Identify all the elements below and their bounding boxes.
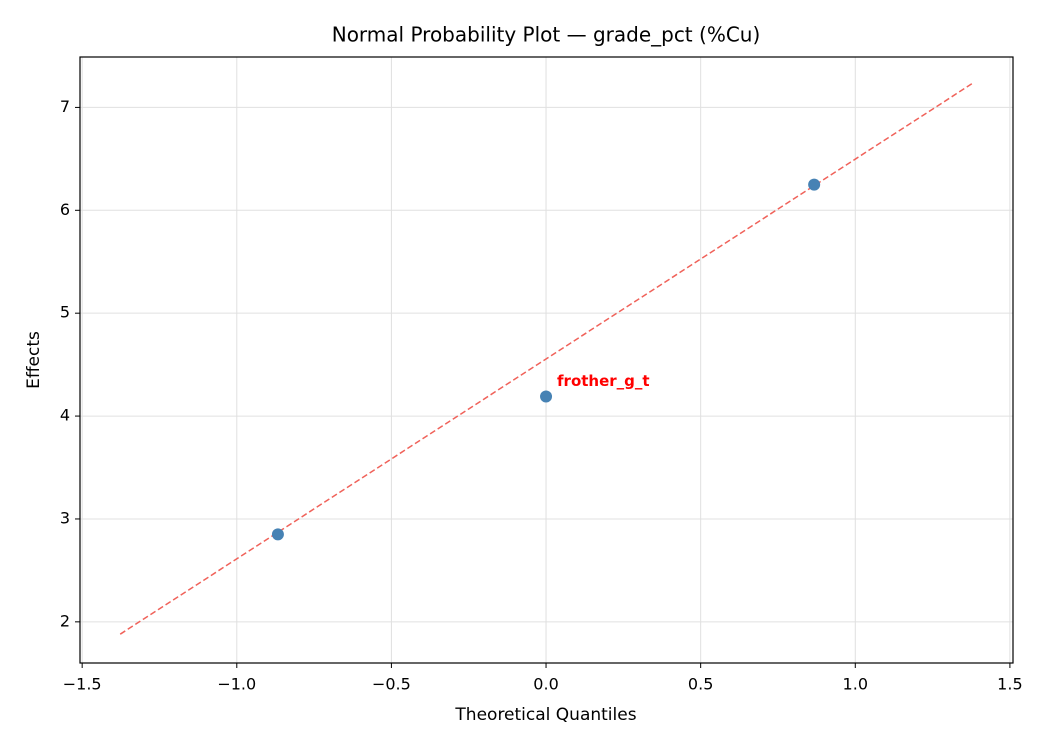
y-axis-label: Effects	[24, 331, 44, 389]
x-tick-label: −0.5	[372, 675, 411, 694]
data-point	[540, 390, 553, 403]
data-point	[808, 178, 821, 191]
y-tick-label: 7	[60, 97, 70, 116]
data-point	[271, 528, 284, 541]
annotation: frother_g_t	[557, 372, 650, 390]
y-tick-label: 4	[60, 406, 70, 425]
y-tick-label: 6	[60, 200, 70, 219]
x-axis-label: Theoretical Quantiles	[454, 705, 636, 725]
x-tick-label: 0.5	[688, 675, 713, 694]
y-tick-label: 5	[60, 303, 70, 322]
plot-frame	[79, 56, 1014, 664]
y-tick-label: 2	[60, 611, 70, 630]
x-tick-label: 0.0	[533, 675, 558, 694]
x-tick-label: 1.0	[843, 675, 868, 694]
y-tick-label: 3	[60, 508, 70, 527]
x-tick-label: −1.5	[63, 675, 102, 694]
x-tick-label: 1.5	[997, 675, 1022, 694]
reference-line	[119, 83, 973, 635]
x-tick-label: −1.0	[217, 675, 256, 694]
chart-title: Normal Probability Plot — grade_pct (%Cu…	[332, 23, 761, 47]
